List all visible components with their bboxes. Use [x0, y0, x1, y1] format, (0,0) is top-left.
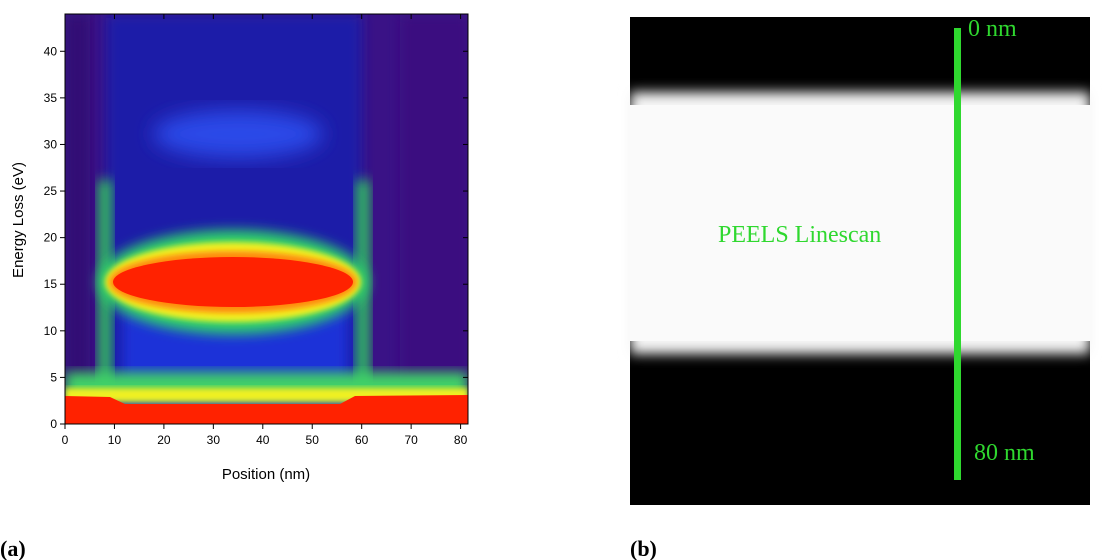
x-axis-label: Position (nm) — [222, 466, 310, 483]
y-tick-label: 0 — [50, 417, 57, 431]
y-tick-label: 5 — [50, 370, 57, 384]
y-tick-label: 20 — [44, 231, 58, 245]
plot-frame — [64, 13, 469, 425]
linescan-label: PEELS Linescan — [718, 222, 881, 248]
x-tick-label: 10 — [108, 433, 122, 447]
x-tick-label: 60 — [355, 433, 369, 447]
x-tick-label: 50 — [306, 433, 320, 447]
linescan-line — [954, 28, 961, 480]
y-tick-label: 30 — [44, 137, 58, 151]
y-tick-label: 25 — [44, 184, 58, 198]
x-tick-label: 70 — [404, 433, 418, 447]
y-tick-label: 35 — [44, 91, 58, 105]
x-tick-label: 20 — [157, 433, 171, 447]
y-axis-label: Energy Loss (eV) — [10, 162, 27, 278]
heatmap-image — [65, 14, 468, 424]
x-tick-label: 30 — [207, 433, 221, 447]
y-tick-label: 15 — [44, 277, 58, 291]
panel-label: (a) — [0, 536, 26, 560]
panel-label: (b) — [630, 536, 657, 560]
x-tick-label: 80 — [454, 433, 468, 447]
micrograph — [630, 17, 1090, 505]
y-tick-label: 10 — [44, 324, 58, 338]
x-tick-label: 0 — [62, 433, 69, 447]
x-tick-label: 40 — [256, 433, 270, 447]
y-tick-label: 40 — [44, 44, 58, 58]
linescan-start-label: 0 nm — [968, 16, 1017, 42]
linescan-end-label: 80 nm — [974, 440, 1035, 466]
